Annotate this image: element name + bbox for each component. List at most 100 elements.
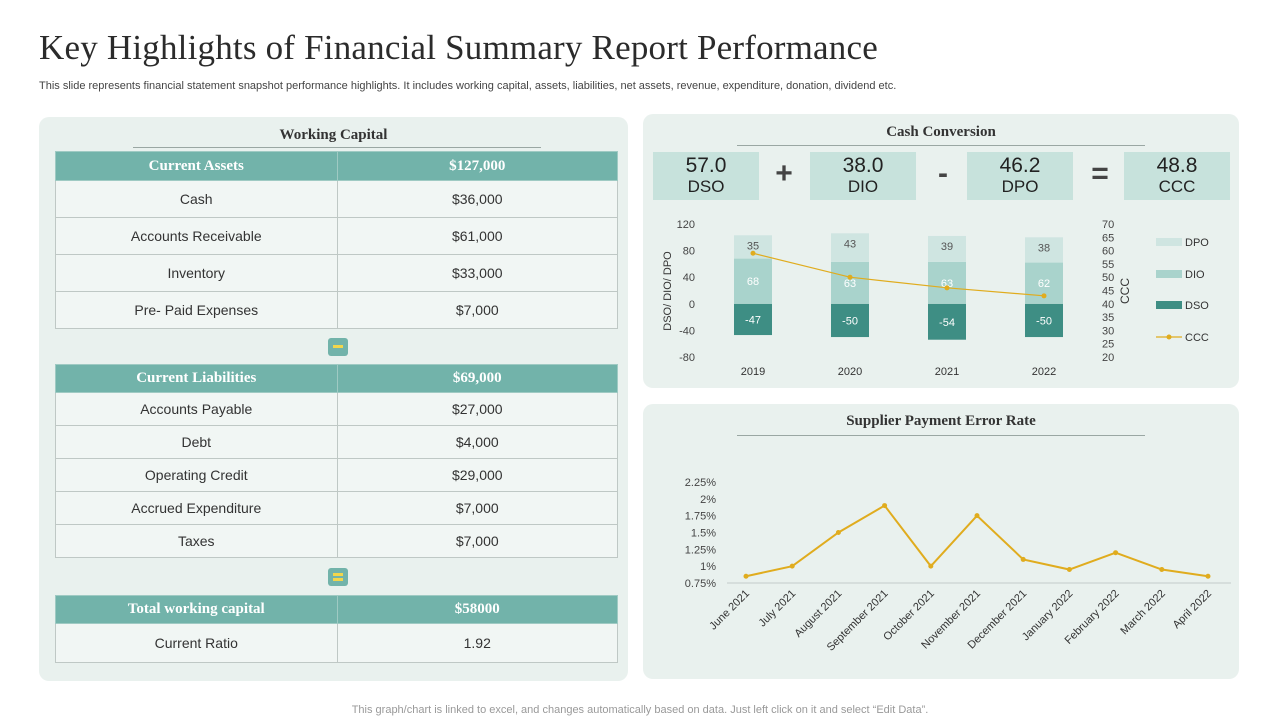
x-tick-label: 2019: [741, 366, 765, 378]
cash-conversion-chart: 12080400-40-807065605550454035302520DSO/…: [662, 219, 1209, 378]
supplier-error-panel: Supplier Payment Error Rate 2.25% 2% 1.75%…: [643, 404, 1239, 679]
metric-dpo: 46.2 DPO: [967, 152, 1073, 200]
x-tick-label: 2020: [838, 366, 862, 378]
bar-label-dso: -47: [745, 314, 761, 326]
table-header-row: Current Liabilities $69,000: [55, 364, 619, 393]
supplier-error-title: Supplier Payment Error Rate: [846, 413, 1036, 429]
y-tick-label: 120: [677, 219, 695, 231]
working-capital-panel: Working Capital Current Assets $127,000 …: [39, 117, 628, 681]
bar-dpo: [1025, 237, 1063, 263]
y2-tick-label: 35: [1102, 312, 1114, 324]
y2-tick-label: 60: [1102, 246, 1114, 258]
equals-bar-top: [333, 573, 343, 576]
y2-tick-label: 70: [1102, 219, 1114, 231]
row-value: 1.92: [336, 623, 618, 663]
row-label: Current Ratio: [55, 623, 338, 663]
row-value: $4,000: [336, 425, 619, 459]
row-label: Cash: [55, 180, 338, 218]
legend-swatch-dso: [1156, 301, 1182, 309]
row-label: Pre- Paid Expenses: [55, 291, 338, 329]
bar-label-dso: -54: [939, 317, 955, 329]
y2-tick-label: 50: [1102, 272, 1114, 284]
minus-icon: [328, 338, 348, 356]
row-label: Inventory: [55, 254, 338, 292]
y2-tick-label: 55: [1102, 259, 1114, 271]
error-rate-point: [743, 573, 749, 579]
row-label: Accrued Expenditure: [55, 491, 338, 525]
page-title: Key Highlights of Financial Summary Repo…: [39, 28, 878, 67]
page-subtitle: This slide represents financial statemen…: [39, 80, 897, 92]
footer-note: This graph/chart is linked to excel, and…: [351, 704, 929, 716]
y-tick-label: 1.25%: [685, 544, 716, 556]
bar-dpo: [831, 233, 869, 262]
ccc-point: [847, 274, 853, 280]
y2-axis-label: CCC: [1118, 278, 1132, 304]
metric-value: 46.2: [999, 154, 1041, 177]
bar-label-dio: 63: [941, 278, 953, 290]
ccc-point: [750, 250, 756, 256]
equals-bar-bottom: [333, 578, 343, 581]
bar-label-dso: -50: [842, 315, 858, 327]
error-rate-point: [928, 563, 934, 569]
y2-tick-label: 25: [1102, 339, 1114, 351]
table-row: Accrued Expenditure $7,000: [55, 491, 619, 525]
table-header-label: Current Assets: [55, 151, 338, 181]
table-row: Inventory $33,000: [55, 254, 618, 292]
y-tick-label: -80: [679, 352, 695, 364]
y2-tick-label: 65: [1102, 232, 1114, 244]
ccc-line: [752, 252, 1045, 297]
error-rate-point: [1159, 567, 1165, 573]
row-value: $36,000: [336, 180, 618, 218]
legend-marker-ccc: [1166, 334, 1172, 340]
y2-tick-label: 30: [1102, 325, 1114, 337]
y2-tick-label: 45: [1102, 286, 1114, 298]
y-tick-label: 2%: [700, 494, 716, 506]
row-value: $7,000: [336, 291, 618, 329]
table-header-label: Total working capital: [55, 595, 338, 624]
metric-label: CCC: [1158, 177, 1196, 196]
legend-swatch-dpo: [1156, 238, 1182, 246]
bar-dso: [928, 303, 966, 340]
current-liabilities-table: Current Liabilities $69,000 Accounts Pay…: [55, 364, 619, 558]
working-capital-rule: [133, 147, 541, 148]
total-working-capital-table: Total working capital $58000 Current Rat…: [55, 595, 618, 663]
y-tick-label: 1.75%: [685, 511, 716, 523]
error-rate-point: [882, 503, 888, 509]
y-tick-label: 40: [683, 272, 695, 284]
supplier-error-rule: [737, 435, 1145, 436]
bar-label-dio: 63: [844, 278, 856, 290]
row-label: Debt: [55, 425, 338, 459]
metric-value: 48.8: [1156, 154, 1198, 177]
metric-label: DPO: [1001, 177, 1039, 196]
table-row: Accounts Payable $27,000: [55, 392, 619, 426]
error-rate-point: [1205, 573, 1211, 579]
error-rate-point: [789, 563, 795, 569]
metric-label: DSO: [687, 177, 725, 196]
error-rate-point: [835, 530, 841, 535]
equals-operator: =: [1091, 157, 1109, 190]
bar-dso: [831, 303, 869, 338]
table-header-value: $69,000: [336, 364, 619, 393]
bar-label-dpo: 39: [941, 241, 953, 253]
row-label: Accounts Payable: [55, 392, 338, 426]
y2-tick-label: 40: [1102, 299, 1114, 311]
bar-dio: [831, 261, 869, 304]
y-tick-label: 2.25%: [685, 477, 716, 489]
table-header-row: Current Assets $127,000: [55, 151, 618, 181]
y-tick-label: 0: [689, 299, 695, 311]
x-tick-label: 2021: [935, 366, 959, 378]
table-row: Current Ratio 1.92: [55, 623, 618, 663]
table-row: Debt $4,000: [55, 425, 619, 459]
table-row: Taxes $7,000: [55, 524, 619, 558]
bar-dio: [734, 258, 772, 304]
metric-label: DIO: [847, 177, 879, 196]
bar-dso: [1025, 303, 1063, 338]
bar-label-dso: -50: [1036, 315, 1052, 327]
bar-label-dpo: 35: [747, 240, 759, 252]
legend-label-dpo: DPO: [1185, 237, 1209, 249]
error-rate-point: [1066, 567, 1072, 573]
legend-label-dio: DIO: [1185, 269, 1205, 281]
metric-dio: 38.0 DIO: [810, 152, 916, 200]
supplier-error-chart: 2.25% 2% 1.75% 1.5% 1.25% 1% 0.75%June 2021 Jul…: [685, 477, 1231, 654]
minus-bar: [333, 345, 343, 348]
